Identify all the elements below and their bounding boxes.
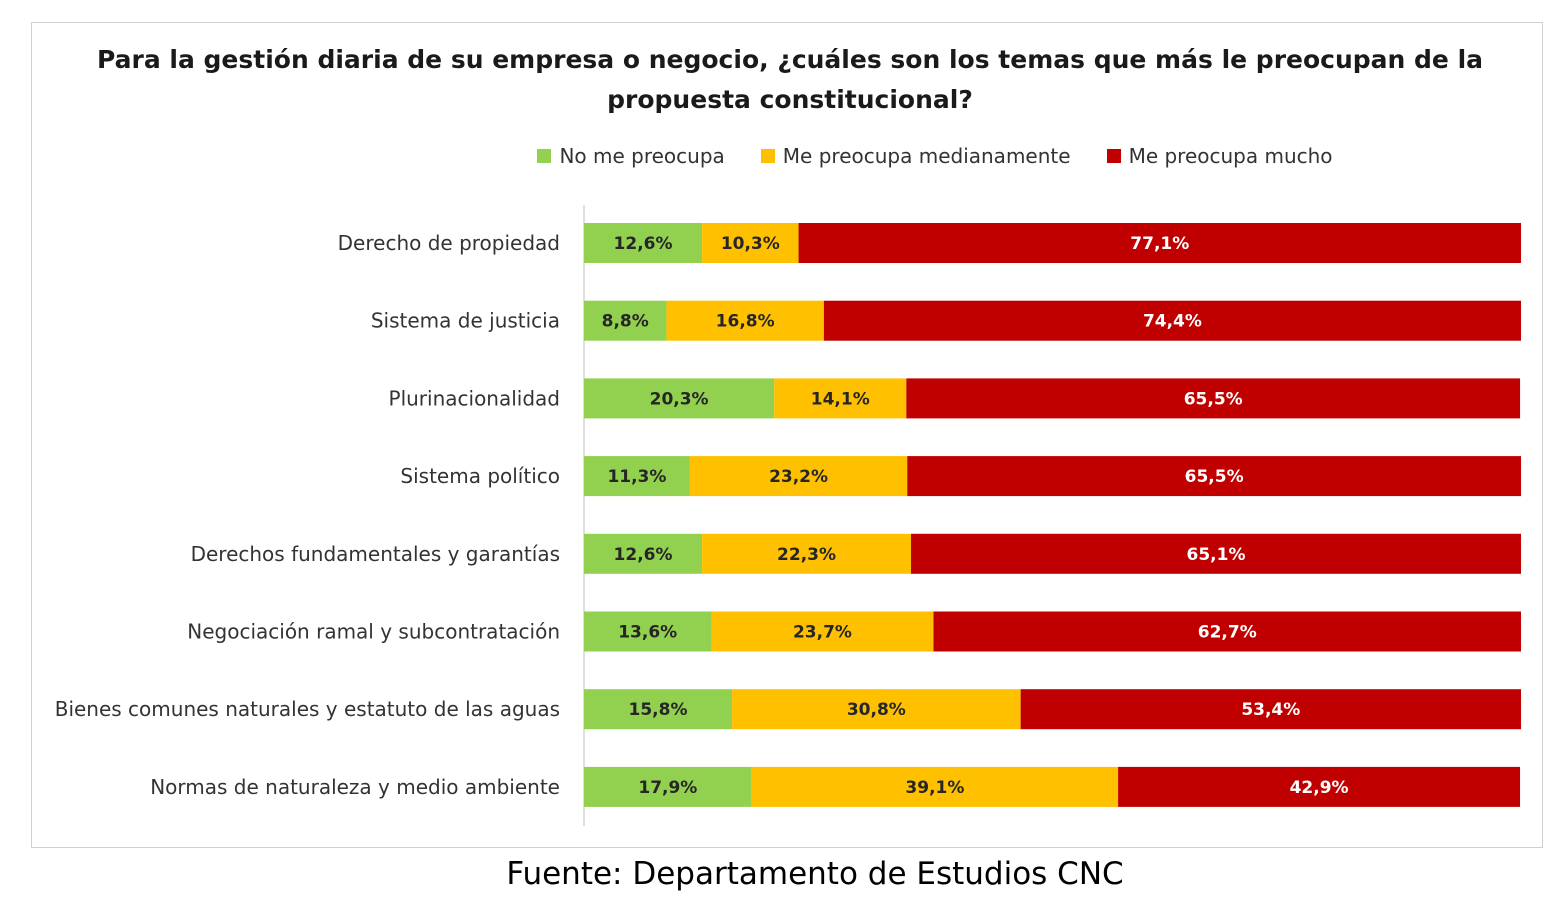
data-label-bienes-comunes-naturales-y-estatuto-de-las-aguas-me-preocupa-mucho: 53,4%	[1241, 700, 1300, 720]
data-label-sistema-politico-no-me-preocupa: 11,3%	[607, 467, 666, 487]
data-label-normas-de-naturaleza-y-medio-ambiente-me-preocupa-medianamente: 39,1%	[905, 778, 964, 798]
data-label-sistema-politico-me-preocupa-mucho: 65,5%	[1185, 467, 1244, 487]
data-label-derecho-de-propiedad-me-preocupa-medianamente: 10,3%	[721, 234, 780, 254]
category-label-derechos-fundamentales-y-garantias: Derechos fundamentales y garantías	[191, 542, 560, 566]
data-label-plurinacionalidad-no-me-preocupa: 20,3%	[650, 389, 709, 409]
data-label-negociacion-ramal-y-subcontratacion-me-preocupa-mucho: 62,7%	[1198, 623, 1257, 643]
data-label-derechos-fundamentales-y-garantias-me-preocupa-medianamente: 22,3%	[777, 545, 836, 565]
data-label-bienes-comunes-naturales-y-estatuto-de-las-aguas-no-me-preocupa: 15,8%	[629, 700, 688, 720]
data-label-derechos-fundamentales-y-garantias-me-preocupa-mucho: 65,1%	[1187, 545, 1246, 565]
category-label-sistema-de-justicia: Sistema de justicia	[371, 309, 560, 333]
data-label-sistema-politico-me-preocupa-medianamente: 23,2%	[769, 467, 828, 487]
data-label-derecho-de-propiedad-no-me-preocupa: 12,6%	[614, 234, 673, 254]
data-label-negociacion-ramal-y-subcontratacion-me-preocupa-medianamente: 23,7%	[793, 623, 852, 643]
data-label-sistema-de-justicia-no-me-preocupa: 8,8%	[602, 312, 649, 332]
data-label-derechos-fundamentales-y-garantias-no-me-preocupa: 12,6%	[614, 545, 673, 565]
data-label-normas-de-naturaleza-y-medio-ambiente-me-preocupa-mucho: 42,9%	[1290, 778, 1349, 798]
stacked-bar-chart: Derecho de propiedad 12,6% 10,3% 77,1% Siste…	[0, 0, 1560, 918]
category-label-negociacion-ramal-y-subcontratacion: Negociación ramal y subcontratación	[187, 620, 560, 644]
category-label-normas-de-naturaleza-y-medio-ambiente: Normas de naturaleza y medio ambiente	[150, 775, 560, 799]
category-label-derecho-de-propiedad: Derecho de propiedad	[338, 231, 560, 255]
data-label-plurinacionalidad-me-preocupa-medianamente: 14,1%	[811, 389, 870, 409]
category-label-bienes-comunes-naturales-y-estatuto-de-las-aguas: Bienes comunes naturales y estatuto de l…	[55, 697, 560, 721]
data-label-negociacion-ramal-y-subcontratacion-no-me-preocupa: 13,6%	[618, 623, 677, 643]
data-label-sistema-de-justicia-me-preocupa-medianamente: 16,8%	[716, 312, 775, 332]
data-label-plurinacionalidad-me-preocupa-mucho: 65,5%	[1184, 389, 1243, 409]
data-label-sistema-de-justicia-me-preocupa-mucho: 74,4%	[1143, 312, 1202, 332]
data-label-derecho-de-propiedad-me-preocupa-mucho: 77,1%	[1130, 234, 1189, 254]
data-label-bienes-comunes-naturales-y-estatuto-de-las-aguas-me-preocupa-medianamente: 30,8%	[847, 700, 906, 720]
source-caption: Fuente: Departamento de Estudios CNC	[0, 856, 1560, 892]
category-label-plurinacionalidad: Plurinacionalidad	[389, 386, 560, 410]
category-label-sistema-politico: Sistema político	[400, 464, 560, 488]
data-label-normas-de-naturaleza-y-medio-ambiente-no-me-preocupa: 17,9%	[638, 778, 697, 798]
